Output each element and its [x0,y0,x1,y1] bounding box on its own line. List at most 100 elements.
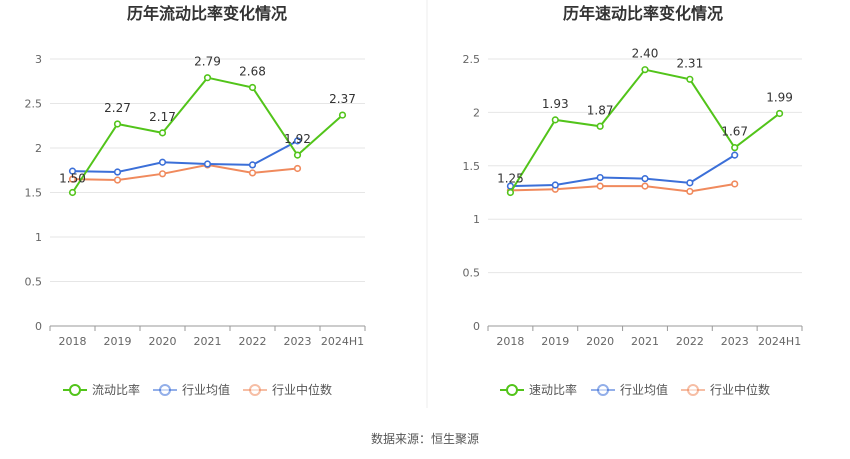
chart-title: 历年流动比率变化情况 [127,4,287,23]
y-tick-label: 2.5 [25,98,43,111]
y-tick-label: 1 [473,213,480,226]
data-label: 2.27 [104,101,131,115]
y-tick-label: 1.5 [463,160,481,173]
legend-label: 行业中位数 [272,382,332,397]
series-line [510,182,735,193]
data-point [551,181,559,189]
data-point [68,167,77,175]
legend-marker [69,384,81,396]
x-tick-label: 2019 [541,335,569,348]
x-tick-label: 2024H1 [758,335,801,348]
legend-label: 速动比率 [529,382,577,397]
data-label: 1.50 [59,172,86,186]
data-point [596,182,604,190]
data-point [293,137,302,145]
legend-marker [249,384,261,396]
data-point [158,129,167,137]
data-point [641,182,649,190]
legend-item[interactable]: 流动比率 [63,382,140,397]
legend-marker [159,384,171,396]
legend-marker [597,384,609,396]
data-point [506,188,515,197]
data-point [113,176,122,184]
data-label: 2.68 [239,64,266,78]
data-point [338,111,347,119]
data-point [68,175,77,183]
x-tick-label: 2018 [59,335,87,348]
legend-label: 流动比率 [92,382,140,397]
legend-item[interactable]: 速动比率 [500,382,577,397]
legend-label: 行业均值 [620,382,668,397]
data-label: 1.92 [284,132,311,146]
data-label: 2.17 [149,110,176,124]
data-point [641,66,649,74]
y-tick-label: 2 [35,142,42,155]
legend-item[interactable]: 行业均值 [591,382,668,397]
data-point [113,168,122,176]
data-label: 2.31 [676,56,703,70]
legend-item[interactable]: 行业均值 [153,382,230,397]
x-tick-label: 2024H1 [321,335,364,348]
x-tick-label: 2021 [194,335,222,348]
data-point [731,180,739,188]
x-tick-label: 2021 [631,335,659,348]
data-point [248,169,257,177]
y-tick-label: 0 [473,320,480,333]
y-tick-label: 3 [35,53,42,66]
legend-item[interactable]: 行业中位数 [681,382,770,397]
legend-marker [506,384,518,396]
quick-ratio-chart: 历年速动比率变化情况 0 0.5 1 1.5 2 2.5 2018 2019 2020 2021 2… [463,4,803,397]
data-point [596,173,604,182]
x-tick-label: 2019 [104,335,132,348]
x-tick-label: 2018 [496,335,524,348]
series-line [510,154,736,188]
data-point [293,164,302,173]
y-tick-label: 2.5 [463,53,481,66]
y-tick-label: 0.5 [463,267,481,280]
data-label: 1.67 [721,125,748,139]
legend-marker [687,384,699,396]
x-tick-label: 2022 [239,335,267,348]
legend-item[interactable]: 行业中位数 [243,382,332,397]
data-point [686,187,694,196]
y-tick-label: 1 [35,231,42,244]
data-label: 2.40 [632,47,659,61]
source-label: 数据来源：恒生聚源 [371,431,479,446]
data-point [293,151,302,159]
x-tick-label: 2020 [586,335,614,348]
data-label: 1.99 [766,90,793,104]
data-point [203,160,212,168]
current-ratio-chart: 历年流动比率变化情况 0 0.5 1 1.5 2 2.5 3 2018 2019 2020 2021… [25,4,366,397]
y-tick-label: 2 [473,106,480,119]
data-label: 2.37 [329,92,356,106]
data-point [686,179,694,187]
data-point [731,144,739,152]
data-point [68,188,77,197]
series-line [72,163,298,182]
data-label: 2.79 [194,55,221,69]
y-tick-label: 0.5 [25,276,43,289]
data-point [731,151,739,159]
legend-label: 行业均值 [182,382,230,397]
data-point [686,75,694,83]
data-point [596,122,604,130]
data-point [641,175,649,183]
data-label: 1.87 [587,103,614,117]
data-point [158,158,167,166]
y-tick-label: 1.5 [25,187,43,200]
y-tick-label: 0 [35,320,42,333]
x-tick-label: 2020 [149,335,177,348]
x-tick-label: 2023 [721,335,749,348]
x-tick-label: 2022 [676,335,704,348]
data-label: 1.25 [497,172,524,186]
chart-title: 历年速动比率变化情况 [563,4,723,23]
legend-label: 行业中位数 [710,382,770,397]
data-point [203,74,212,82]
x-tick-label: 2023 [284,335,312,348]
data-point [248,83,257,92]
data-point [551,116,559,124]
data-point [248,161,257,169]
data-label: 1.93 [542,97,569,111]
data-point [113,120,122,128]
